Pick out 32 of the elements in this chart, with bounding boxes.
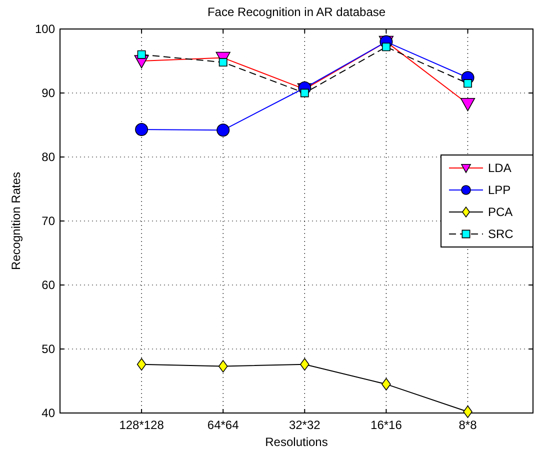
y-tick-label: 80 [42,150,56,164]
x-tick-label: 8*8 [458,418,478,432]
point [218,360,228,373]
x-tick-label: 16*16 [370,418,402,432]
point [382,42,390,52]
point [463,405,472,418]
point [300,358,310,371]
legend-label: PCA [488,205,513,220]
point [464,79,472,88]
x-tick-label: 32*32 [288,418,321,432]
point [137,50,146,59]
x-tick-label: 128*128 [119,418,164,432]
point [460,98,476,112]
legend-label: LPP [488,183,511,198]
point [136,358,146,371]
y-tick-label: 100 [34,22,56,36]
point [218,58,228,67]
y-axis-title: Recognition Rates [9,172,23,270]
chart-title: Face Recognition in AR database [207,5,386,19]
legend-label: SRC [488,227,514,242]
x-axis-title: Resolutions [265,435,328,449]
y-tick-label: 70 [42,214,56,228]
y-tick-label: 50 [42,342,56,356]
legend-label: LDA [488,161,512,176]
x-tick-label: 64*64 [207,418,240,432]
point [300,88,309,98]
point [135,122,148,136]
point [216,124,230,137]
y-tick-label: 40 [42,406,56,420]
y-tick-label: 90 [42,86,56,100]
y-tick-label: 60 [42,278,56,292]
point [382,378,391,390]
